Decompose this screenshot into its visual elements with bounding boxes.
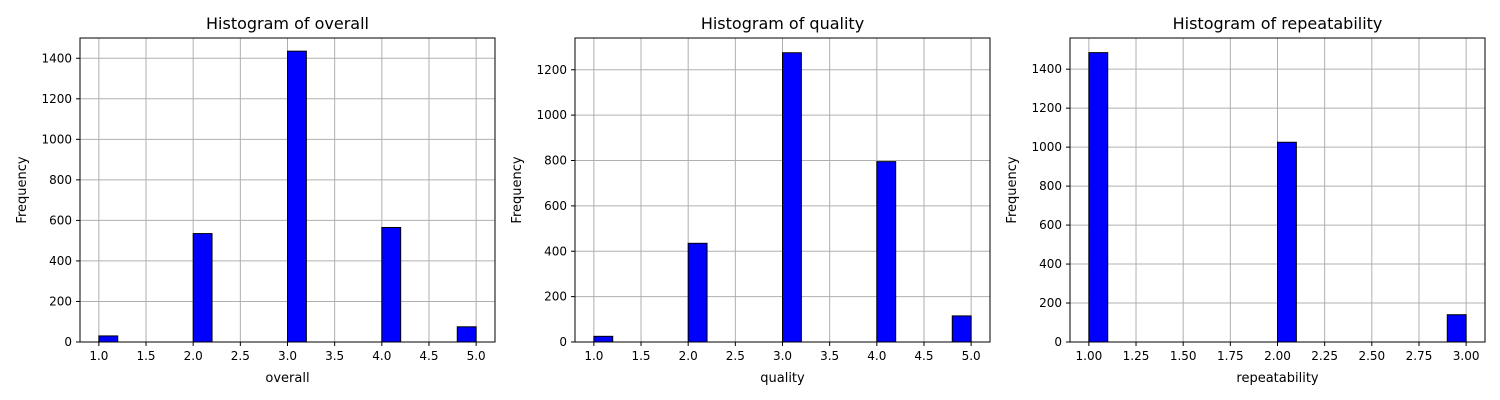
x-tick-label: 2.5: [726, 349, 745, 363]
x-tick-label: 4.5: [419, 349, 438, 363]
y-tick-label: 600: [49, 213, 72, 227]
histogram-bar: [1277, 141, 1297, 343]
y-tick-label: 400: [1039, 257, 1062, 271]
histogram-bar: [456, 326, 477, 343]
x-tick-label: 4.5: [914, 349, 933, 363]
y-tick-label: 200: [1039, 296, 1062, 310]
y-tick-label: 400: [49, 254, 72, 268]
x-tick-label: 5.0: [467, 349, 486, 363]
y-tick-label: 800: [1039, 179, 1062, 193]
x-tick-label: 4.0: [372, 349, 391, 363]
x-tick-label: 5.0: [962, 349, 981, 363]
y-tick-label: 1400: [1031, 62, 1062, 76]
x-tick-label: 3.00: [1453, 349, 1480, 363]
y-tick-label: 1000: [536, 108, 567, 122]
x-tick-label: 2.5: [231, 349, 250, 363]
x-tick-label: 2.00: [1264, 349, 1291, 363]
chart-title: Histogram of repeatability: [1173, 14, 1383, 33]
x-tick-label: 1.5: [136, 349, 155, 363]
y-axis-label: Frequency: [510, 156, 525, 223]
y-tick-label: 800: [544, 154, 567, 168]
x-tick-label: 3.0: [773, 349, 792, 363]
x-tick-label: 2.0: [679, 349, 698, 363]
y-tick-label: 200: [49, 294, 72, 308]
x-axis-label: quality: [760, 371, 805, 386]
y-tick-label: 600: [1039, 218, 1062, 232]
x-tick-label: 1.0: [584, 349, 603, 363]
histogram-bar: [1088, 52, 1109, 343]
y-tick-label: 1200: [1031, 101, 1062, 115]
x-tick-label: 1.0: [89, 349, 108, 363]
x-tick-label: 1.00: [1076, 349, 1103, 363]
y-tick-label: 600: [544, 199, 567, 213]
histogram-bar: [593, 335, 614, 343]
y-tick-label: 0: [1054, 335, 1062, 349]
y-tick-label: 200: [544, 290, 567, 304]
y-tick-label: 0: [559, 335, 567, 349]
x-tick-label: 4.0: [867, 349, 886, 363]
x-tick-label: 2.0: [184, 349, 203, 363]
x-tick-label: 1.25: [1123, 349, 1150, 363]
x-tick-label: 1.75: [1217, 349, 1244, 363]
x-axis-label: repeatability: [1236, 371, 1319, 386]
histogram-bar: [98, 335, 119, 343]
y-tick-label: 0: [64, 335, 72, 349]
y-tick-label: 400: [544, 244, 567, 258]
x-tick-label: 3.0: [278, 349, 297, 363]
histogram-bar: [687, 242, 708, 343]
chart-panel-1: 1.0 1.5 2.0 2.5 3.0 3.5 4.0 4.5 5.0 0 200 400 600 800…: [15, 14, 496, 386]
x-tick-label: 2.75: [1406, 349, 1433, 363]
y-tick-label: 1200: [41, 92, 72, 106]
chart-panel-2: 1.0 1.5 2.0 2.5 3.0 3.5 4.0 4.5 5.0 0 200 400 600 800…: [510, 14, 991, 386]
y-tick-label: 1400: [41, 51, 72, 65]
x-tick-label: 3.5: [325, 349, 344, 363]
histogram-bar: [381, 226, 402, 343]
histogram-bar: [876, 161, 897, 343]
histogram-bar: [192, 233, 213, 343]
histogram-bar: [1446, 314, 1467, 343]
chart-panel-3: 1.00 1.25 1.50 1.75 2.00 2.25 2.50 2.75 3.00 0 200…: [1005, 14, 1486, 386]
y-tick-label: 1200: [536, 63, 567, 77]
y-axis-label: Frequency: [15, 156, 30, 223]
chart-title: Histogram of quality: [701, 14, 864, 33]
x-tick-label: 3.5: [820, 349, 839, 363]
x-tick-label: 2.25: [1311, 349, 1338, 363]
x-tick-label: 1.50: [1170, 349, 1197, 363]
x-axis-label: overall: [265, 371, 309, 386]
histogram-bar: [951, 315, 972, 343]
chart-title: Histogram of overall: [206, 14, 369, 33]
x-tick-label: 1.5: [631, 349, 650, 363]
histogram-bar: [782, 52, 802, 343]
histogram-bar: [287, 50, 307, 343]
y-axis-label: Frequency: [1005, 156, 1020, 223]
y-tick-label: 1000: [41, 132, 72, 146]
y-tick-label: 800: [49, 173, 72, 187]
y-tick-label: 1000: [1031, 140, 1062, 154]
x-tick-label: 2.50: [1358, 349, 1385, 363]
